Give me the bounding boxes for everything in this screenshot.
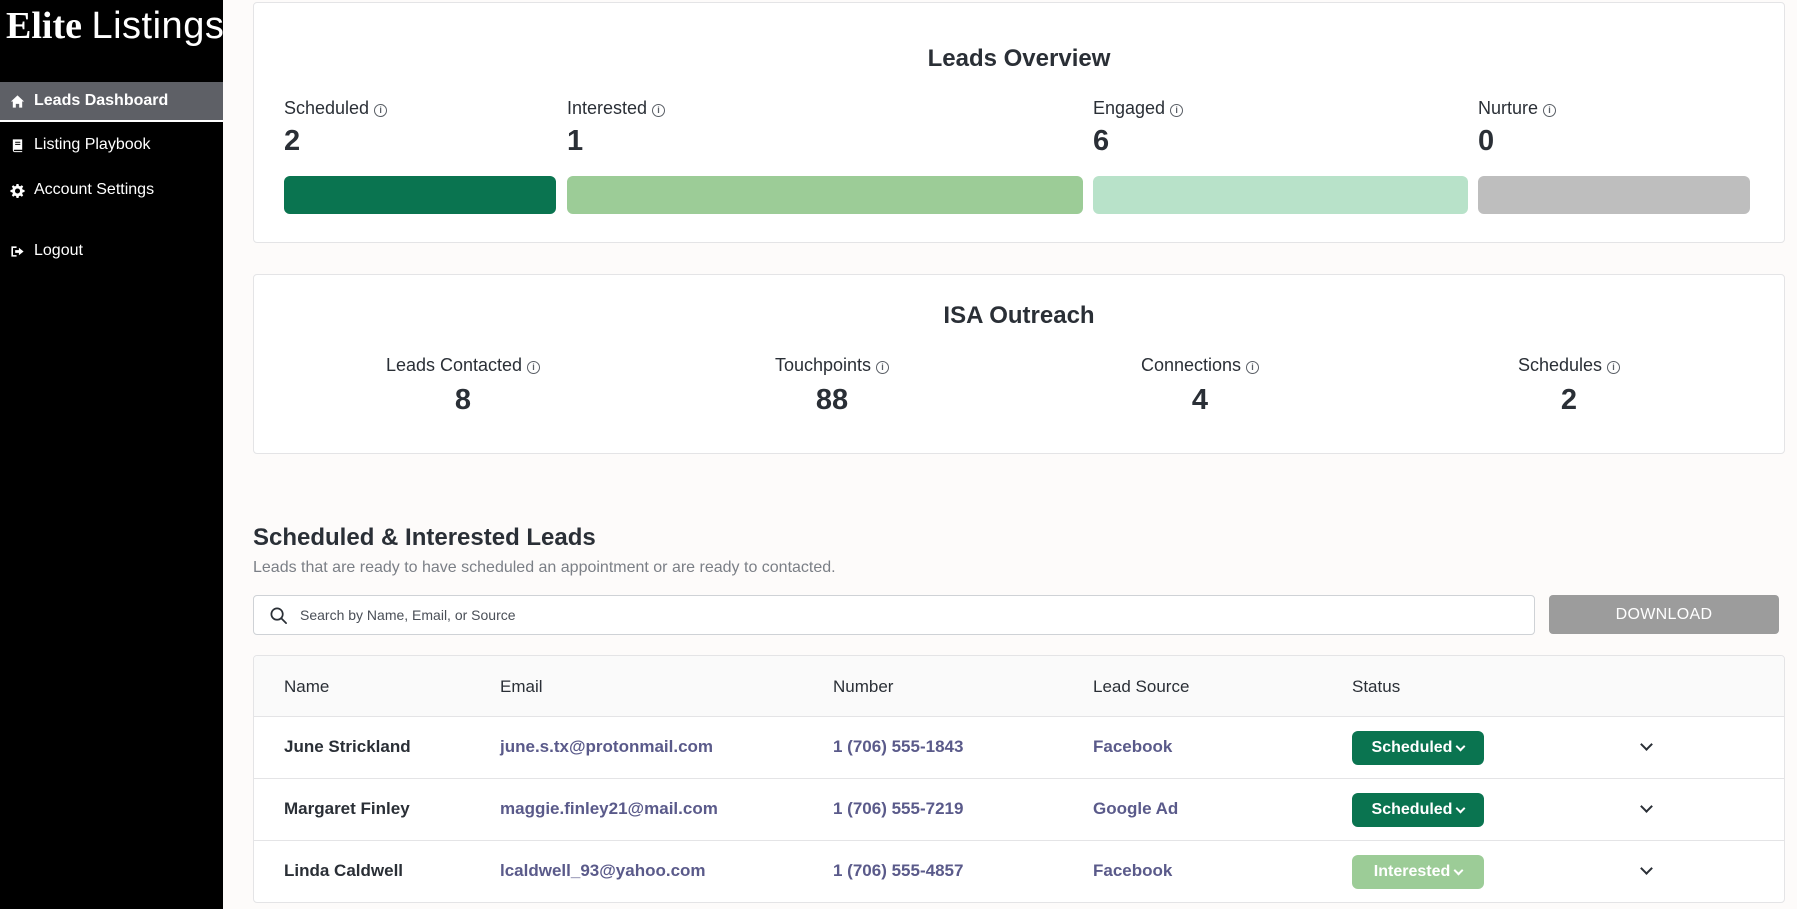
stat-value: 1	[567, 125, 584, 157]
stat-schedules: Schedules i 2	[1419, 355, 1719, 417]
status-dropdown[interactable]: Scheduled	[1352, 731, 1484, 765]
stat-label: Engaged	[1093, 98, 1166, 118]
stat-value: 8	[454, 384, 472, 416]
chevron-down-icon	[1453, 865, 1464, 875]
lead-source: Google Ad	[1093, 799, 1179, 818]
chevron-down-icon	[1456, 803, 1466, 813]
brand-name-part2: Listings	[91, 5, 225, 47]
lead-phone-link[interactable]: 1 (706) 555-7219	[833, 799, 964, 818]
download-button[interactable]: DOWNLOAD	[1549, 595, 1779, 634]
status-label: Scheduled	[1371, 739, 1453, 756]
lead-email-link[interactable]: maggie.finley21@mail.com	[500, 799, 718, 818]
table-row[interactable]: Linda Caldwell lcaldwell_93@yahoo.com 1 …	[254, 841, 1784, 902]
lead-phone-link[interactable]: 1 (706) 555-4857	[833, 861, 964, 880]
stat-label: Leads Contacted	[385, 355, 523, 375]
table-row[interactable]: Margaret Finley maggie.finley21@mail.com…	[254, 779, 1784, 841]
sidebar-item-label: Listing Playbook	[34, 136, 151, 153]
search-input[interactable]	[300, 607, 1500, 623]
stat-label: Connections	[1140, 355, 1242, 375]
stat-label: Touchpoints	[774, 355, 872, 375]
isa-outreach-title: ISA Outreach	[943, 302, 1095, 329]
search-box[interactable]	[253, 595, 1535, 635]
stat-value: 4	[1191, 384, 1209, 416]
expand-row-button[interactable]	[1636, 799, 1656, 819]
chevron-down-icon	[1639, 862, 1653, 875]
gear-icon	[9, 182, 25, 198]
scheduled-bar	[284, 176, 556, 214]
lead-name: June Strickland	[284, 737, 411, 756]
stat-value: 0	[1478, 125, 1495, 157]
status-label: Scheduled	[1371, 801, 1453, 818]
lead-email-link[interactable]: june.s.tx@protonmail.com	[500, 737, 714, 756]
stat-engaged: Engaged i 6	[1093, 98, 1184, 158]
stat-label: Nurture	[1478, 98, 1539, 118]
column-header-email[interactable]: Email	[500, 677, 543, 696]
sidebar-item-leads-dashboard[interactable]: Leads Dashboard	[0, 82, 223, 122]
status-dropdown[interactable]: Scheduled	[1352, 793, 1484, 827]
stat-value: 88	[815, 384, 849, 416]
nurture-bar	[1478, 176, 1750, 214]
isa-outreach-card: ISA Outreach Leads Contacted i 8 Touchpoi…	[253, 274, 1785, 454]
interested-bar	[567, 176, 1083, 214]
lead-name: Linda Caldwell	[284, 861, 404, 880]
info-icon[interactable]: i	[1246, 361, 1260, 374]
column-header-status[interactable]: Status	[1352, 677, 1401, 696]
lead-name: Margaret Finley	[284, 799, 410, 818]
column-header-number[interactable]: Number	[833, 677, 894, 696]
info-icon[interactable]: i	[1170, 104, 1184, 117]
info-icon[interactable]: i	[652, 104, 666, 117]
stat-connections: Connections i 4	[1050, 355, 1350, 417]
stat-interested: Interested i 1	[567, 98, 666, 158]
stat-label: Scheduled	[284, 98, 370, 118]
status-label: Interested	[1373, 863, 1451, 880]
sidebar-item-listing-playbook[interactable]: Listing Playbook	[0, 125, 223, 165]
logout-icon	[9, 243, 25, 259]
sidebar-item-label: Leads Dashboard	[34, 92, 169, 109]
lead-phone-link[interactable]: 1 (706) 555-1843	[833, 737, 964, 756]
stat-nurture: Nurture i 0	[1478, 98, 1557, 158]
info-icon[interactable]: i	[374, 104, 388, 117]
leads-section-title: Scheduled & Interested Leads	[253, 524, 596, 551]
info-icon[interactable]: i	[527, 361, 541, 374]
expand-row-button[interactable]	[1636, 737, 1656, 757]
brand-name-part1: Elite	[6, 5, 82, 47]
table-row[interactable]: June Strickland june.s.tx@protonmail.com…	[254, 717, 1784, 779]
lead-email-link[interactable]: lcaldwell_93@yahoo.com	[500, 861, 706, 880]
home-icon	[9, 93, 25, 109]
leads-overview-title: Leads Overview	[927, 45, 1111, 72]
brand-logo[interactable]: Elite Listings	[6, 2, 224, 50]
leads-table: Name Email Number Lead Source Status Jun…	[253, 655, 1785, 903]
engaged-bar	[1093, 176, 1468, 214]
sidebar-item-label: Logout	[34, 242, 83, 259]
sidebar-item-logout[interactable]: Logout	[0, 231, 223, 271]
stat-value: 6	[1093, 125, 1110, 157]
table-header: Name Email Number Lead Source Status	[254, 656, 1784, 717]
sidebar-item-label: Account Settings	[34, 181, 155, 198]
column-header-lead-source[interactable]: Lead Source	[1093, 677, 1190, 696]
leads-section-subtitle: Leads that are ready to have scheduled a…	[253, 559, 836, 576]
chevron-down-icon	[1639, 738, 1653, 751]
search-icon	[270, 607, 287, 624]
stat-value: 2	[284, 125, 301, 157]
stat-value: 2	[1560, 384, 1578, 416]
lead-source: Facebook	[1093, 737, 1173, 756]
info-icon[interactable]: i	[876, 361, 890, 374]
status-dropdown[interactable]: Interested	[1352, 855, 1484, 889]
sidebar-item-account-settings[interactable]: Account Settings	[0, 170, 223, 210]
leads-overview-card: Leads Overview Scheduled i 2 Interested i …	[253, 2, 1785, 243]
column-header-name[interactable]: Name	[284, 677, 330, 696]
chevron-down-icon	[1639, 800, 1653, 813]
book-icon	[9, 137, 25, 153]
lead-source: Facebook	[1093, 861, 1173, 880]
stat-label: Schedules	[1517, 355, 1603, 375]
stat-scheduled: Scheduled i 2	[284, 98, 388, 158]
info-icon[interactable]: i	[1543, 104, 1557, 117]
info-icon[interactable]: i	[1607, 361, 1621, 374]
stat-label: Interested	[567, 98, 648, 118]
stat-touchpoints: Touchpoints i 88	[682, 355, 982, 417]
stat-leads-contacted: Leads Contacted i 8	[313, 355, 613, 417]
chevron-down-icon	[1456, 741, 1466, 751]
expand-row-button[interactable]	[1636, 861, 1656, 881]
sidebar: Elite Listings Leads Dashboard Listing P…	[0, 0, 224, 909]
